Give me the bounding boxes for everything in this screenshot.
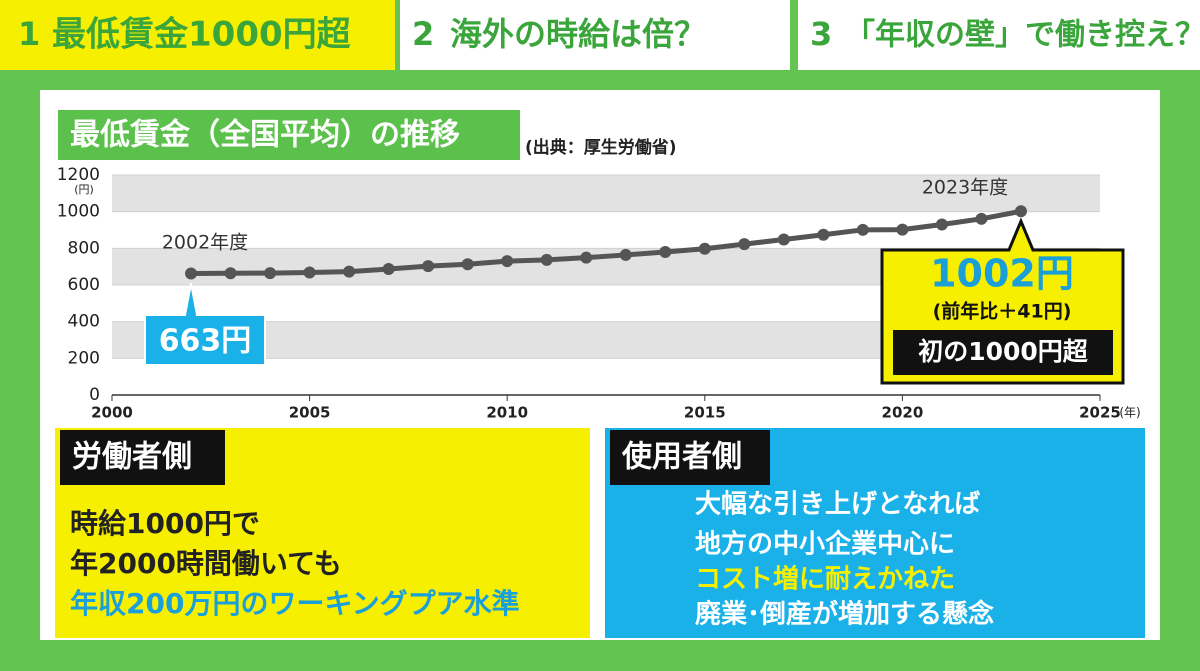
point xyxy=(619,248,632,261)
panel-header-bg xyxy=(60,430,225,485)
point xyxy=(580,251,593,264)
point xyxy=(896,223,909,236)
x-tick-label: 2000 xyxy=(91,404,133,422)
point xyxy=(501,255,514,268)
annotation: 2023年度 xyxy=(922,177,1008,199)
tab-bg xyxy=(400,0,790,70)
panel-line: 地方の中小企業中心に xyxy=(695,529,955,560)
point xyxy=(422,260,435,273)
tab-number[interactable]: 1 xyxy=(18,15,40,53)
chart-title: 最低賃金（全国平均）の推移 xyxy=(70,118,460,153)
x-tick-label: 2020 xyxy=(882,404,924,422)
point xyxy=(856,223,869,236)
panel-line: 時給1000円で xyxy=(70,507,260,540)
panel-line: 年2000時間働いても xyxy=(70,547,342,580)
panel-line: コスト増に耐えかねた xyxy=(695,565,955,595)
y-tick-label: 600 xyxy=(68,275,100,295)
x-tick-label: 2015 xyxy=(684,404,726,422)
grid-band xyxy=(112,175,1100,212)
tab-number[interactable]: 3 xyxy=(810,15,832,53)
y-tick-label: 400 xyxy=(68,312,100,332)
y-tick-label: 1000 xyxy=(57,202,100,222)
annotation: 初の1000円超 xyxy=(918,337,1089,366)
x-unit: (年) xyxy=(1119,406,1140,420)
point xyxy=(185,267,198,280)
point xyxy=(264,267,277,280)
point xyxy=(817,228,830,241)
point xyxy=(1014,205,1027,218)
annotation: 2002年度 xyxy=(162,232,248,254)
point xyxy=(777,233,790,246)
tab-bg xyxy=(0,0,395,70)
point xyxy=(382,263,395,276)
point xyxy=(343,265,356,278)
y-tick-label: 800 xyxy=(68,238,100,258)
y-tick-label: 0 xyxy=(89,385,100,405)
y-unit: (円) xyxy=(74,183,94,196)
x-tick-label: 2025 xyxy=(1079,404,1121,422)
point xyxy=(224,267,237,280)
tab-number[interactable]: 2 xyxy=(412,15,434,53)
line xyxy=(191,208,1022,276)
value-label: 663円 xyxy=(159,324,252,359)
point xyxy=(935,218,948,231)
point xyxy=(738,238,751,251)
tab-label[interactable]: 最低賃金1000円超 xyxy=(52,15,352,55)
tab-label[interactable]: 「年収の壁」で働き控え？ xyxy=(845,18,1200,53)
y-tick-label: 1200 xyxy=(57,165,100,185)
panel-line: 廃業･倒産が増加する懸念 xyxy=(695,599,994,630)
point xyxy=(698,242,711,255)
badge-bg xyxy=(893,330,1113,375)
x-tick-label: 2010 xyxy=(486,404,528,422)
annotation: (前年比＋41円) xyxy=(933,300,1072,323)
point xyxy=(975,212,988,225)
panel-title: 使用者側 xyxy=(621,440,742,475)
tab-bg xyxy=(798,0,1200,70)
point xyxy=(659,246,672,258)
point xyxy=(540,253,553,266)
callout-bg xyxy=(144,283,266,366)
panel-line: 大幅な引き上げとなれば xyxy=(695,490,980,520)
plot: 0 200 400 600 800 1000 1200(円) 2000 2005 2010 2015… xyxy=(57,165,1141,422)
panel-title: 労働者側 xyxy=(72,440,192,475)
point xyxy=(303,266,316,279)
source: (出典：厚生労働省) xyxy=(525,137,677,158)
chart-title-bg xyxy=(58,110,520,160)
tab-label[interactable]: 海外の時給は倍？ xyxy=(450,15,706,53)
y-tick-label: 200 xyxy=(68,348,100,368)
x-tick-label: 2005 xyxy=(289,404,331,422)
panel-header-bg xyxy=(610,430,770,485)
panel-line: 年収200万円のワーキングプア水準 xyxy=(70,587,520,620)
value-label: 1002円 xyxy=(930,252,1074,296)
point xyxy=(461,258,474,271)
